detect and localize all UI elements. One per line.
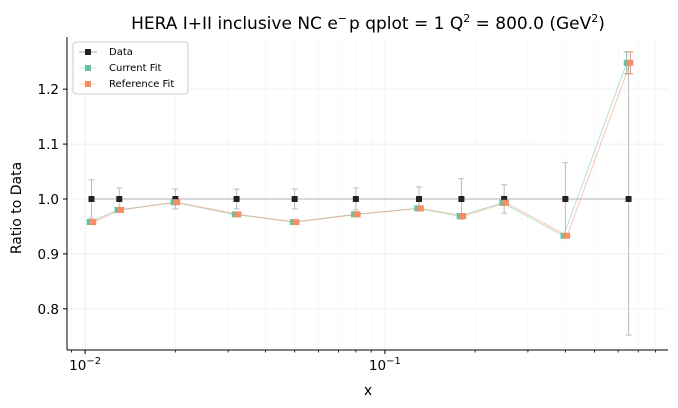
y-tick-label: 1.0 bbox=[38, 192, 59, 208]
title-sup-2: 2 bbox=[463, 12, 470, 25]
x-axis-label: x bbox=[364, 383, 372, 399]
data-point-reference-fit bbox=[90, 219, 97, 226]
title-part-2: p qplot = 1 Q bbox=[349, 14, 463, 34]
title-sup-3: 2 bbox=[591, 12, 598, 25]
y-ticks: 0.8 0.9 1.0 1.1 1.2 bbox=[38, 82, 67, 318]
data-point-reference-fit bbox=[354, 211, 361, 218]
y-tick-label: 1.1 bbox=[38, 137, 59, 153]
data-point-reference-fit bbox=[460, 213, 467, 220]
legend-entry-reference-fit: Reference Fit bbox=[79, 79, 174, 90]
data-point-current-fit bbox=[351, 211, 358, 218]
title-part-3: = 800.0 (GeV bbox=[470, 14, 591, 34]
x-ticks: 10−2 10−1 bbox=[69, 350, 656, 374]
data-point-current-fit bbox=[289, 219, 296, 226]
chart-title: HERA I+II inclusive NC e− p qplot = 1 Q2 … bbox=[131, 12, 605, 34]
legend-entry-current-fit: Current Fit bbox=[79, 63, 162, 74]
data-point-data bbox=[116, 195, 123, 202]
data-point-data bbox=[458, 195, 465, 202]
y-tick-label: 1.2 bbox=[38, 82, 59, 98]
data-point-reference-fit bbox=[502, 199, 509, 206]
data-point-reference-fit bbox=[293, 219, 300, 226]
y-tick-label: 0.8 bbox=[38, 302, 59, 318]
legend-swatch-marker-current-fit bbox=[85, 65, 91, 71]
data-point-data bbox=[562, 195, 569, 202]
data-point-data bbox=[625, 195, 632, 202]
series-reference-fit bbox=[90, 51, 634, 239]
data-point-reference-fit bbox=[118, 206, 125, 213]
data-point-data bbox=[233, 195, 240, 202]
data-point-data bbox=[172, 195, 179, 202]
data-point-data bbox=[352, 195, 359, 202]
data-point-current-fit bbox=[456, 213, 463, 220]
data-point-current-fit bbox=[231, 211, 238, 218]
data-point-current-fit bbox=[623, 59, 630, 66]
data-point-reference-fit bbox=[627, 59, 634, 66]
legend: Data Current Fit Reference Fit bbox=[72, 41, 189, 95]
y-tick-label: 0.9 bbox=[38, 247, 59, 263]
data-point-current-fit bbox=[499, 199, 506, 206]
title-part-4: ) bbox=[598, 14, 605, 34]
data-point-reference-fit bbox=[235, 211, 242, 218]
series-data bbox=[88, 62, 632, 336]
data-point-current-fit bbox=[114, 206, 121, 213]
y-axis-label: Ratio to Data bbox=[9, 162, 25, 254]
legend-swatch-marker-data bbox=[85, 49, 91, 55]
x-tick-label: 10−2 bbox=[69, 356, 101, 374]
title-sup-1: − bbox=[338, 12, 347, 25]
data-point-data bbox=[416, 195, 423, 202]
title-part-1: HERA I+II inclusive NC e bbox=[131, 14, 338, 34]
data-point-reference-fit bbox=[417, 205, 424, 212]
legend-box bbox=[72, 41, 189, 95]
data-point-reference-fit bbox=[174, 199, 181, 206]
legend-label-reference-fit: Reference Fit bbox=[109, 79, 174, 90]
data-point-current-fit bbox=[86, 219, 93, 226]
legend-label-data: Data bbox=[109, 47, 133, 58]
data-point-current-fit bbox=[560, 232, 567, 239]
data-point-data bbox=[88, 195, 95, 202]
series bbox=[86, 51, 634, 336]
legend-swatch-marker-reference-fit bbox=[85, 81, 91, 87]
legend-label-current-fit: Current Fit bbox=[109, 63, 162, 74]
x-tick-label: 10−1 bbox=[369, 356, 401, 374]
data-point-data bbox=[291, 195, 298, 202]
data-point-reference-fit bbox=[564, 232, 571, 239]
data-point-current-fit bbox=[170, 199, 177, 206]
legend-entry-data: Data bbox=[79, 47, 133, 58]
data-point-data bbox=[501, 195, 508, 202]
